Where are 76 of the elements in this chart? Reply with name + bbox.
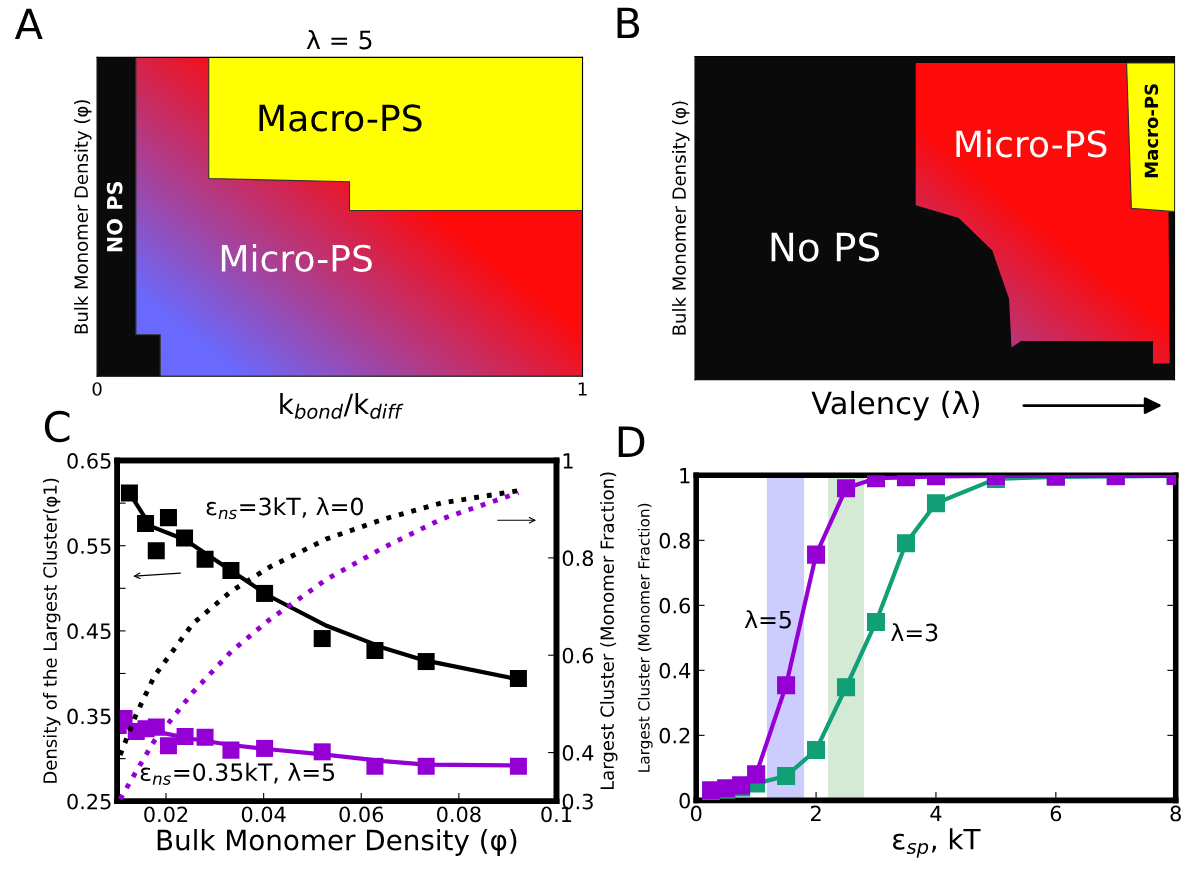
point <box>147 542 165 560</box>
text: C <box>44 410 70 443</box>
x-tick-label: 2 <box>810 805 821 822</box>
point <box>366 757 384 775</box>
x-tick-label: 4 <box>930 805 942 822</box>
y-tick-label: 0.2 <box>659 727 690 744</box>
point <box>159 509 177 527</box>
annotation: ε$_{ns}$=0.35kT, λ=5 <box>140 762 335 785</box>
point <box>222 741 240 759</box>
y-tick-label: 0.25 <box>67 793 111 810</box>
text: k$_{bond}$/k$_{diff}$ <box>280 392 404 419</box>
annotation: λ=5 <box>744 610 791 629</box>
point <box>159 737 177 755</box>
text: Bulk Monomer Density (φ) <box>74 100 92 334</box>
point <box>313 743 331 761</box>
point <box>196 550 214 568</box>
point <box>807 740 826 760</box>
y-tick-label: 0.4 <box>659 662 691 679</box>
y-tick-label: 0.6 <box>659 597 691 614</box>
y-tick-label: 0.65 <box>67 453 111 469</box>
y2-tick-label: 0.8 <box>562 550 594 567</box>
text: No PS <box>771 232 879 262</box>
point <box>509 670 527 688</box>
point <box>147 718 165 736</box>
point <box>120 484 138 502</box>
annotation: ε$_{ns}$=3kT, λ=0 <box>206 497 363 520</box>
point <box>137 515 155 533</box>
point <box>196 728 214 746</box>
point <box>256 739 274 757</box>
text: Micro-PS <box>956 129 1107 158</box>
point <box>176 727 194 745</box>
x-tick-label: 0 <box>690 805 702 822</box>
y-tick-label: 0.55 <box>67 538 111 554</box>
y2-axis-title: Largest Cluster (Monomer Fraction) <box>600 472 618 790</box>
x-tick-label: 0.04 <box>241 806 286 823</box>
y2-tick-label: 0.6 <box>562 647 594 664</box>
point <box>417 653 435 671</box>
text: NO PS <box>106 182 123 252</box>
text: D <box>618 426 645 457</box>
point <box>176 529 194 547</box>
point <box>509 757 527 775</box>
annotation: λ=3 <box>891 623 938 642</box>
y2-tick-label: 1 <box>563 453 573 469</box>
text: Macro-PS <box>1144 84 1159 178</box>
y-axis-title: Density of the Largest Cluster(φ1) <box>42 478 61 783</box>
y-tick-label: 0 <box>679 792 690 809</box>
point <box>777 676 796 695</box>
x-tick-label: 8 <box>1170 805 1181 822</box>
x-tick-label: 6 <box>1050 805 1062 822</box>
point <box>837 678 856 697</box>
y-tick-label: 0.45 <box>67 623 111 640</box>
y-axis-title: Largest Cluster (Monomer Fraction) <box>637 503 653 772</box>
x-tick-label: 0.06 <box>339 806 384 823</box>
x-tick-label: 0.02 <box>144 806 188 823</box>
x-axis-title: ε$_{sp}$, kT <box>893 828 981 858</box>
point <box>747 765 766 784</box>
point <box>222 561 240 579</box>
text: Micro-PS <box>221 243 372 272</box>
x-axis-title: Bulk Monomer Density (φ) <box>157 829 517 856</box>
text: A <box>14 8 43 40</box>
text: Bulk Monomer Density (φ) <box>671 101 690 335</box>
text: λ = 5 <box>306 30 372 50</box>
y-tick-label: 1 <box>680 468 690 484</box>
point <box>777 766 796 786</box>
point <box>417 757 435 775</box>
y-tick-label: 0.8 <box>659 532 690 549</box>
point <box>313 630 331 648</box>
text: Valency (λ) <box>811 390 979 421</box>
text: 1 <box>578 382 587 396</box>
text: B <box>617 7 640 39</box>
y2-tick-label: 0.4 <box>562 745 594 761</box>
x-tick-label: 0.08 <box>437 806 481 823</box>
text: Macro-PS <box>259 104 422 132</box>
point <box>256 584 274 602</box>
y-tick-label: 0.35 <box>67 708 111 725</box>
point <box>366 641 384 659</box>
